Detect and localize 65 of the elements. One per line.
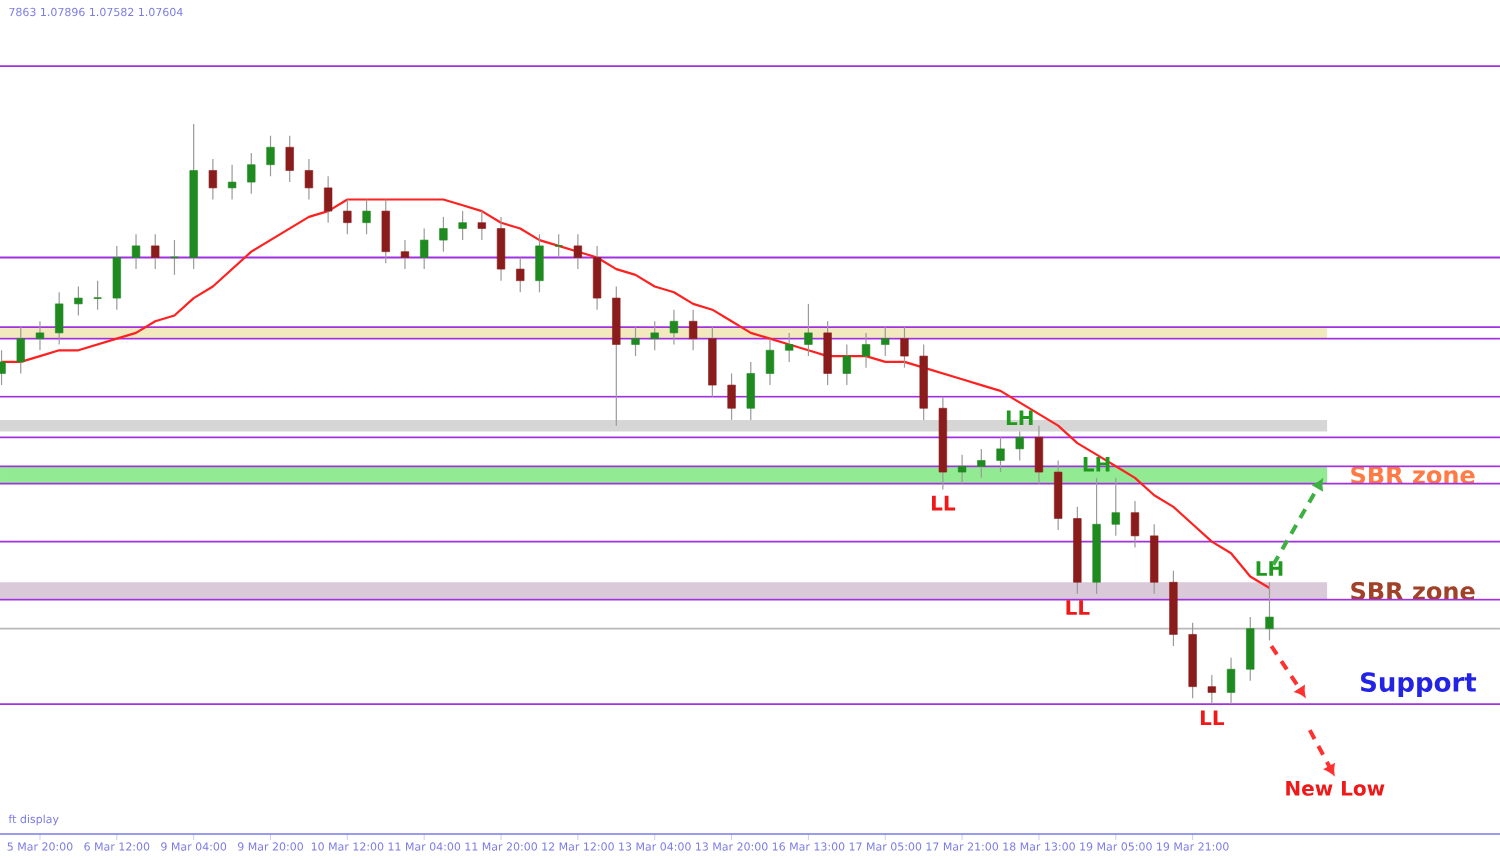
candlestick <box>842 343 851 386</box>
candlestick <box>1150 523 1159 595</box>
text: New Low <box>1286 780 1385 796</box>
candlestick <box>996 436 1005 473</box>
candlestick <box>631 326 640 357</box>
candlestick <box>208 158 218 201</box>
candlestick <box>324 175 333 224</box>
candlestick <box>554 233 564 259</box>
candlestick <box>785 332 794 363</box>
candlestick <box>35 320 45 351</box>
candlestick <box>1054 459 1063 531</box>
candlestick <box>592 245 602 311</box>
candlestick <box>151 233 160 270</box>
candlestick <box>977 448 986 479</box>
candlestick <box>247 152 256 195</box>
candlestick <box>746 361 755 421</box>
candlestick <box>1226 657 1236 705</box>
candlestick <box>689 309 698 351</box>
candlestick <box>420 227 429 270</box>
candlestick <box>535 233 544 293</box>
candlestick <box>1265 581 1274 641</box>
candlestick <box>727 372 736 421</box>
annotation: LH <box>1256 561 1283 576</box>
candlestick <box>881 326 890 357</box>
candlestick <box>458 210 467 241</box>
candlestick <box>708 326 717 398</box>
candlestick <box>1207 674 1216 705</box>
candlestick <box>957 454 967 485</box>
candlestick <box>573 233 583 270</box>
candlestick <box>1111 477 1120 537</box>
candlestick <box>765 338 775 386</box>
annotation: LL <box>1200 710 1225 726</box>
candlestick <box>669 309 679 346</box>
candlestick <box>516 256 525 293</box>
candlestick <box>1015 430 1024 462</box>
candlestick <box>477 210 486 241</box>
candlestick <box>1246 616 1255 682</box>
candlestick <box>92 280 103 311</box>
candlestick <box>900 326 909 369</box>
candlestick <box>227 164 237 201</box>
candlestick <box>650 320 659 351</box>
candlestick <box>112 245 121 311</box>
candlestick <box>304 158 314 201</box>
candlestick <box>823 320 832 386</box>
candlestick <box>266 135 275 177</box>
ref-line-label: Support <box>1361 672 1477 697</box>
candlestick <box>1130 500 1140 549</box>
candlestick <box>16 326 25 375</box>
candlestick <box>55 291 64 346</box>
candlestick <box>400 239 410 270</box>
candlestick <box>285 135 294 183</box>
candlestick <box>74 285 83 317</box>
candlestick <box>343 198 352 235</box>
candlestick <box>131 233 141 270</box>
candlestick <box>804 303 813 357</box>
annotation: LL <box>931 495 956 511</box>
candlestick <box>1034 425 1044 485</box>
candlestick <box>861 332 871 369</box>
candlestick <box>362 198 371 235</box>
candlestick <box>612 285 621 427</box>
candlestick <box>496 216 506 282</box>
annotation: LL <box>1066 600 1090 615</box>
candlestick <box>439 216 448 253</box>
candlestick <box>381 198 390 264</box>
annotation: LH <box>1006 410 1033 426</box>
